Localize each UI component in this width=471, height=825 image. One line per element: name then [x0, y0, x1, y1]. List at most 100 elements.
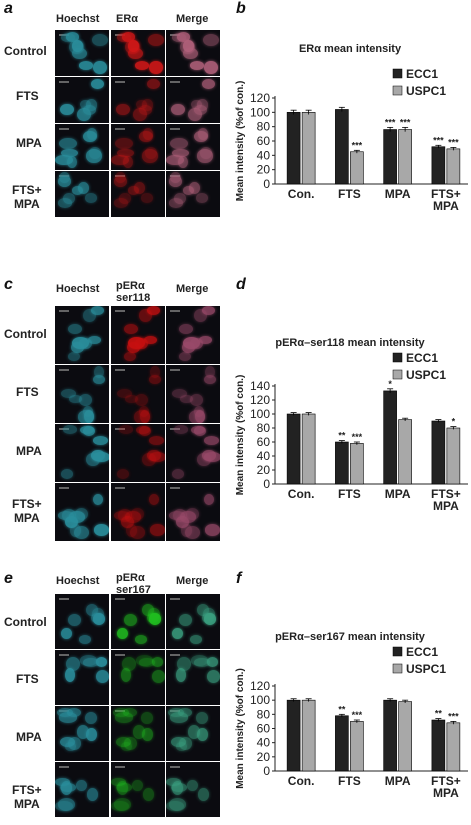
column-header: Hoechst — [56, 575, 100, 587]
significance-mark: ** — [338, 704, 346, 714]
panel-letter-e: e — [4, 570, 13, 587]
y-tick-label: 60 — [257, 134, 271, 148]
micrograph-tile — [166, 424, 220, 482]
y-tick-label: 0 — [263, 177, 270, 191]
y-tick-label: 20 — [257, 750, 271, 764]
micrograph-tile — [55, 306, 109, 364]
micrograph-tile — [55, 124, 109, 170]
row-header: FTS — [16, 385, 39, 399]
micrograph-tile — [111, 483, 165, 541]
micrograph-tile — [166, 762, 220, 817]
chart-title: pERα–ser167 mean intensity — [275, 631, 426, 643]
y-tick-label: 0 — [263, 477, 270, 491]
x-tick-label: MPA — [385, 774, 411, 788]
bar — [301, 112, 316, 185]
micrograph-tile — [111, 706, 165, 761]
bar — [286, 413, 301, 485]
y-tick-label: 60 — [257, 435, 271, 449]
bar-chart-per-ser118: pERα–ser118 mean intensity ECC1 USPC1 Mean … — [235, 337, 468, 513]
micrograph-tile — [55, 424, 109, 482]
micrograph-tile — [166, 594, 220, 649]
significance-mark: * — [388, 379, 392, 389]
bar — [301, 699, 316, 772]
row-header: Control — [4, 44, 47, 58]
row-header: MPA — [16, 730, 42, 744]
legend-label: ECC1 — [406, 67, 438, 81]
bar-chart-per-ser167: pERα–ser167 mean intensity ECC1 USPC1 Mean … — [235, 631, 468, 800]
x-tick-label: MPA — [385, 487, 411, 501]
significance-mark: * — [452, 417, 456, 427]
row-header: FTS — [16, 672, 39, 686]
bar — [398, 129, 412, 185]
chart-title: ERα mean intensity — [299, 43, 402, 55]
x-tick-label: MPA — [433, 199, 459, 213]
micrograph-grid-per-ser167 — [55, 594, 220, 818]
column-header: Hoechst — [56, 283, 100, 295]
bar — [286, 112, 301, 185]
significance-mark: *** — [352, 432, 363, 442]
row-header: FTS+ MPA — [12, 497, 42, 525]
bar — [286, 699, 301, 772]
bar — [350, 443, 364, 485]
micrograph-tile — [111, 424, 165, 482]
micrograph-tile — [166, 365, 220, 423]
micrograph-tile — [166, 30, 220, 76]
legend-label: USPC1 — [406, 368, 446, 382]
row-header: Control — [4, 327, 47, 341]
significance-mark: ** — [338, 431, 346, 441]
y-axis-label: Mean intensity (%of con.) — [235, 375, 246, 496]
row-header: MPA — [16, 444, 42, 458]
y-tick-label: 0 — [263, 764, 270, 778]
bar — [431, 719, 446, 772]
bar — [431, 420, 446, 485]
y-tick-label: 120 — [250, 91, 270, 105]
y-tick-label: 80 — [257, 707, 271, 721]
legend-label: USPC1 — [406, 84, 446, 98]
bar — [446, 722, 461, 772]
micrograph-tile — [55, 706, 109, 761]
panel-letter-b: b — [236, 0, 246, 17]
column-header: ERα — [116, 13, 139, 25]
legend-label: ECC1 — [406, 645, 438, 659]
column-header: Hoechst — [56, 13, 100, 25]
y-tick-label: 80 — [257, 120, 271, 134]
micrograph-tile — [111, 30, 165, 76]
x-tick-label: Con. — [288, 487, 315, 501]
legend-swatch — [392, 68, 403, 79]
micrograph-tile — [166, 77, 220, 123]
micrograph-tile — [166, 171, 220, 217]
x-tick-label: MPA — [433, 786, 459, 800]
legend-swatch — [392, 369, 403, 380]
y-tick-label: 60 — [257, 722, 271, 736]
x-tick-label: Con. — [288, 187, 315, 201]
panel-letter-f: f — [236, 570, 242, 587]
micrograph-tile — [111, 171, 165, 217]
micrograph-tile — [111, 77, 165, 123]
micrograph-tile — [111, 306, 165, 364]
x-tick-label: FTS+ — [431, 487, 461, 501]
bar — [335, 109, 349, 185]
bar — [350, 151, 364, 185]
micrograph-grid-er-alpha — [55, 30, 220, 218]
significance-mark: *** — [448, 137, 459, 147]
x-tick-label: FTS+ — [431, 187, 461, 201]
bar-chart-er-alpha: ERα mean intensity ECC1 USPC1 Mean intensit… — [235, 43, 468, 213]
micrograph-tile — [55, 594, 109, 649]
legend-swatch — [392, 646, 403, 657]
significance-mark: *** — [352, 710, 363, 720]
bar — [398, 419, 412, 485]
bar — [446, 427, 461, 485]
micrograph-tile — [111, 365, 165, 423]
micrograph-tile — [55, 762, 109, 817]
micrograph-tile — [166, 483, 220, 541]
row-header: FTS+ MPA — [12, 183, 42, 211]
bar — [431, 146, 446, 185]
column-header: Merge — [176, 575, 209, 587]
x-tick-label: MPA — [385, 187, 411, 201]
significance-mark: *** — [433, 135, 444, 145]
x-tick-label: MPA — [433, 499, 459, 513]
y-tick-label: 100 — [250, 693, 270, 707]
y-tick-label: 100 — [250, 407, 270, 421]
y-tick-label: 20 — [257, 463, 271, 477]
x-tick-label: Con. — [288, 774, 315, 788]
